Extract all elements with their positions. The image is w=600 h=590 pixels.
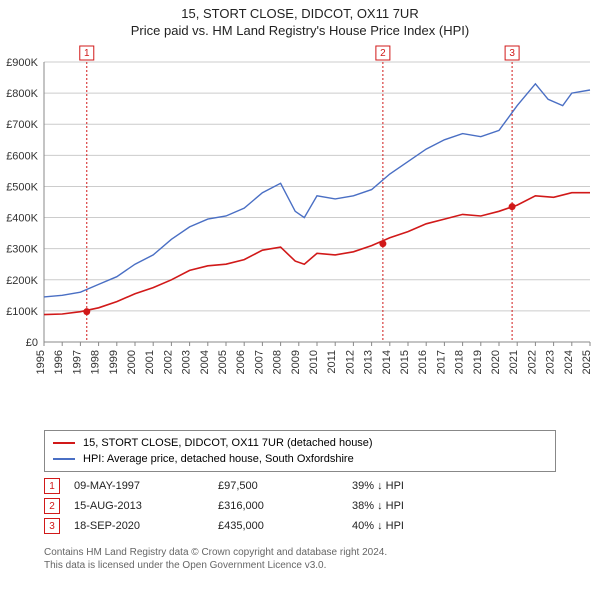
- y-axis-label: £400K: [6, 213, 38, 225]
- sale-marker-number: 1: [84, 48, 90, 59]
- x-axis-label: 2014: [381, 350, 393, 374]
- series-hpi: [44, 84, 590, 297]
- x-axis-label: 2006: [235, 350, 247, 374]
- sales-marker-icon: 2: [44, 498, 60, 514]
- x-axis-label: 2008: [272, 350, 284, 374]
- sale-marker-dot: [83, 308, 90, 315]
- sales-row: 3 18-SEP-2020 £435,000 40% ↓ HPI: [44, 516, 556, 536]
- legend-item: HPI: Average price, detached house, Sout…: [53, 451, 547, 467]
- footer-line-2: This data is licensed under the Open Gov…: [44, 559, 556, 572]
- y-axis-label: £700K: [6, 119, 38, 131]
- x-axis-label: 2004: [199, 350, 211, 374]
- x-axis-label: 2018: [454, 350, 466, 374]
- sales-price: £97,500: [218, 480, 338, 492]
- x-axis-label: 2005: [217, 350, 229, 374]
- legend-label: HPI: Average price, detached house, Sout…: [83, 453, 354, 465]
- legend-label: 15, STORT CLOSE, DIDCOT, OX11 7UR (detac…: [83, 437, 373, 449]
- chart-svg: £0 £100K £200K £300K £400K £500K £600K £700K £80…: [0, 42, 600, 422]
- legend-item: 15, STORT CLOSE, DIDCOT, OX11 7UR (detac…: [53, 435, 547, 451]
- x-axis-label: 2024: [563, 350, 575, 374]
- x-axis-label: 2012: [344, 350, 356, 374]
- footer-attribution: Contains HM Land Registry data © Crown c…: [44, 546, 556, 572]
- x-axis-label: 2000: [126, 350, 138, 374]
- sales-date: 09-MAY-1997: [74, 480, 204, 492]
- x-axis-label: 2022: [526, 350, 538, 374]
- x-axis-label: 1996: [53, 350, 65, 374]
- chart-plot-area: £0 £100K £200K £300K £400K £500K £600K £700K £80…: [0, 42, 600, 422]
- footer-line-1: Contains HM Land Registry data © Crown c…: [44, 546, 556, 559]
- sales-row: 2 15-AUG-2013 £316,000 38% ↓ HPI: [44, 496, 556, 516]
- sales-marker-icon: 3: [44, 518, 60, 534]
- x-axis-label: 2001: [144, 350, 156, 374]
- y-axis-label: £300K: [6, 244, 38, 256]
- x-axis-label: 2015: [399, 350, 411, 374]
- y-axis-label: £900K: [6, 57, 38, 69]
- sales-hpi-delta: 38% ↓ HPI: [352, 500, 502, 512]
- sales-price: £316,000: [218, 500, 338, 512]
- x-axis-label: 1999: [108, 350, 120, 374]
- chart-titles: 15, STORT CLOSE, DIDCOT, OX11 7UR Price …: [0, 0, 600, 38]
- sale-marker-dot: [379, 240, 386, 247]
- sales-marker-icon: 1: [44, 478, 60, 494]
- x-axis-label: 1997: [71, 350, 83, 374]
- sales-hpi-delta: 39% ↓ HPI: [352, 480, 502, 492]
- legend-box: 15, STORT CLOSE, DIDCOT, OX11 7UR (detac…: [44, 430, 556, 472]
- y-axis-label: £600K: [6, 150, 38, 162]
- sales-hpi-delta: 40% ↓ HPI: [352, 520, 502, 532]
- chart-container: { "title": "15, STORT CLOSE, DIDCOT, OX1…: [0, 0, 600, 590]
- y-axis-label: £800K: [6, 88, 38, 100]
- x-axis-label: 2025: [581, 350, 593, 374]
- sale-marker-dot: [509, 203, 516, 210]
- x-axis-label: 2013: [363, 350, 375, 374]
- sales-date: 18-SEP-2020: [74, 520, 204, 532]
- y-axis-label: £200K: [6, 275, 38, 287]
- x-axis-label: 2017: [435, 350, 447, 374]
- y-axis-label: £0: [26, 337, 38, 349]
- x-axis-label: 2009: [290, 350, 302, 374]
- chart-subtitle: Price paid vs. HM Land Registry's House …: [0, 23, 600, 38]
- series-property: [44, 193, 590, 315]
- x-axis-label: 2019: [472, 350, 484, 374]
- x-axis-label: 2023: [545, 350, 557, 374]
- legend-swatch: [53, 442, 75, 444]
- x-axis-label: 2010: [308, 350, 320, 374]
- x-axis-label: 1995: [35, 350, 47, 374]
- x-axis-label: 1998: [90, 350, 102, 374]
- x-axis-label: 2011: [326, 350, 338, 374]
- x-axis-label: 2002: [162, 350, 174, 374]
- sales-row: 1 09-MAY-1997 £97,500 39% ↓ HPI: [44, 476, 556, 496]
- sales-table: 1 09-MAY-1997 £97,500 39% ↓ HPI 2 15-AUG-2013…: [44, 476, 556, 536]
- x-axis-label: 2007: [253, 350, 265, 374]
- legend-swatch: [53, 458, 75, 460]
- sale-marker-number: 3: [509, 48, 515, 59]
- sales-price: £435,000: [218, 520, 338, 532]
- y-axis-label: £100K: [6, 306, 38, 318]
- sale-marker-number: 2: [380, 48, 386, 59]
- chart-title: 15, STORT CLOSE, DIDCOT, OX11 7UR: [0, 6, 600, 21]
- x-axis-label: 2021: [508, 350, 520, 374]
- y-axis-label: £500K: [6, 181, 38, 193]
- sales-date: 15-AUG-2013: [74, 500, 204, 512]
- x-axis-label: 2003: [181, 350, 193, 374]
- x-axis-label: 2016: [417, 350, 429, 374]
- x-axis-label: 2020: [490, 350, 502, 374]
